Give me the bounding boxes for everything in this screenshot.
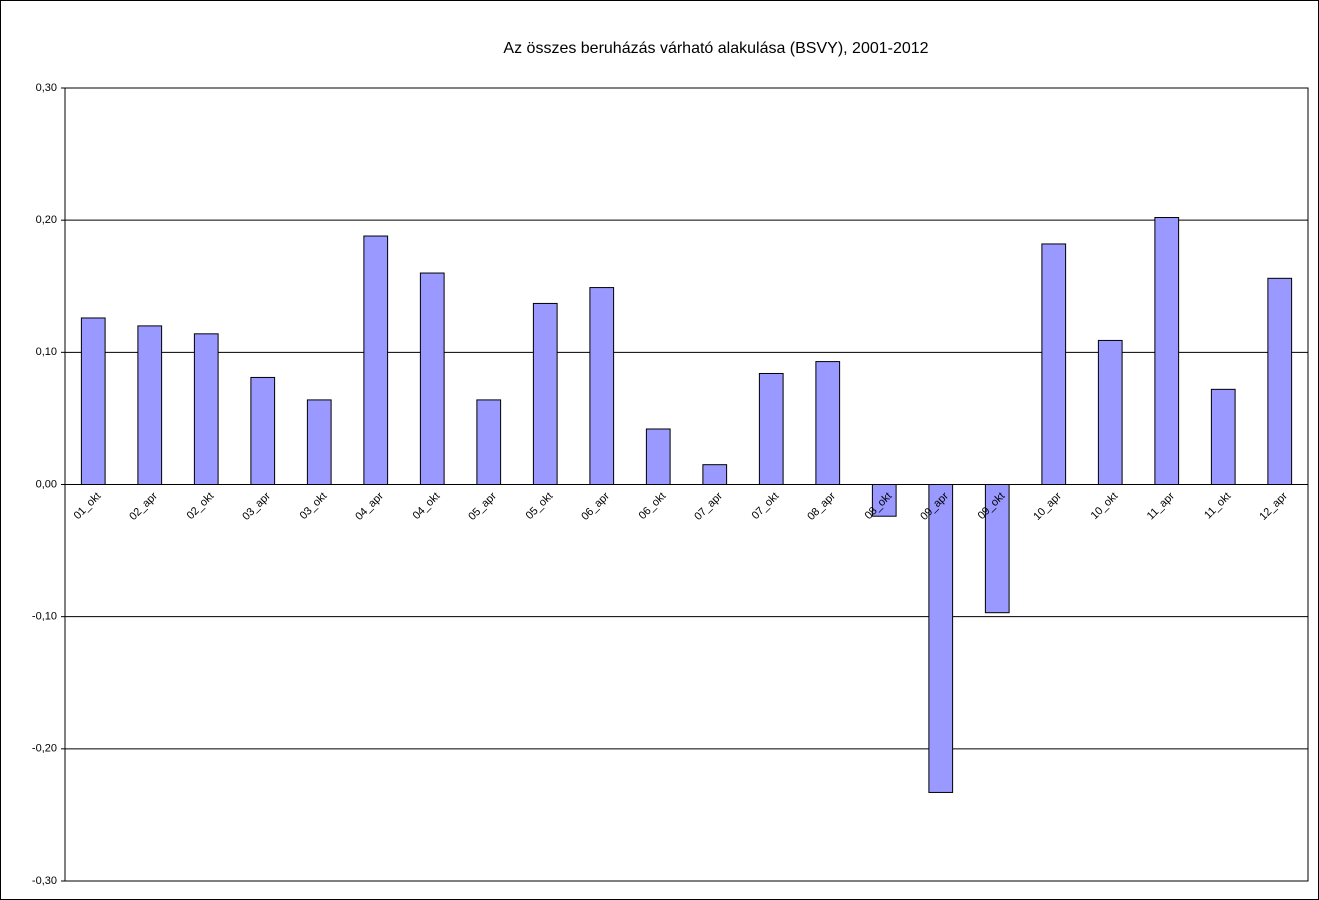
bar [1154,217,1180,485]
bar [419,272,445,485]
bar [476,399,502,485]
bar [193,333,219,485]
bar [1210,388,1236,485]
chart-title: Az összes beruházás várható alakulása (B… [503,40,928,57]
bar [758,372,784,486]
y-tick-label: -0,20 [32,743,57,755]
bar [928,484,954,793]
y-tick-label: -0,30 [32,875,57,887]
bar [645,428,671,485]
bar [250,376,276,486]
y-tick-label: 0,10 [36,346,57,358]
bar [363,235,389,485]
y-tick-label: 0,30 [36,82,57,94]
y-tick-label: 0,00 [36,478,57,490]
bar [306,399,332,485]
bar [702,464,728,485]
bar [137,325,163,485]
bar [80,317,106,485]
y-tick-label: -0,10 [32,611,57,623]
bar [532,302,558,485]
bar [1041,243,1067,485]
bar [815,361,841,485]
y-tick-label: 0,20 [36,214,57,226]
bar [1267,277,1293,485]
bar [589,287,615,485]
bar [1097,339,1123,485]
